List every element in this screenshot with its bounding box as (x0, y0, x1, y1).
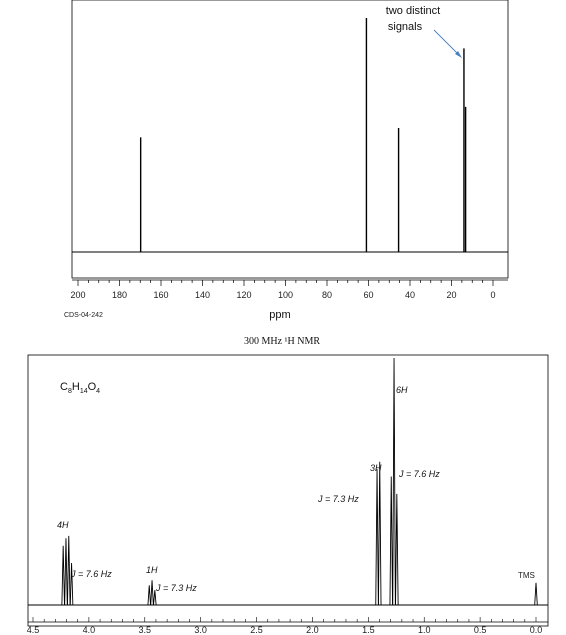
proton-plot-frame (27, 354, 549, 627)
proton-peak (534, 582, 538, 606)
proton-tick-label: 0.0 (530, 625, 543, 635)
label-tms: TMS (518, 571, 535, 580)
proton-peaks-group (28, 357, 548, 606)
carbon-tick-label: 140 (195, 290, 210, 300)
proton-x-axis: 4.5 4.0 3.5 3.0 2.5 2.0 1.5 1.0 0.5 0.0 (27, 617, 548, 635)
two-distinct-signals-label-line1: two distinct (386, 5, 440, 17)
molecular-formula: C8H14O4 (60, 381, 100, 395)
carbon-tick-label: 80 (322, 290, 332, 300)
proton-tick-label: 4.0 (83, 625, 96, 635)
carbon-tick-label: 200 (70, 290, 85, 300)
carbon-plot-frame (71, 0, 509, 279)
carbon-peaks-group (139, 18, 467, 252)
proton-peak (69, 562, 74, 606)
carbon-tick-label: 120 (236, 290, 251, 300)
carbon-tick-label: 160 (153, 290, 168, 300)
proton-nmr-title: 300 MHz ¹H NMR (244, 336, 320, 347)
proton-tick-label: 1.0 (418, 625, 431, 635)
proton-peak (147, 585, 151, 606)
carbon-nmr-panel: 200 180 160 140 120 100 80 60 40 20 0 ppm CDS-04-2… (64, 0, 509, 321)
label-3H: 3H (370, 463, 382, 473)
proton-peak (377, 461, 382, 606)
proton-tick-label: 0.5 (474, 625, 487, 635)
carbon-tick-label: 40 (405, 290, 415, 300)
carbon-tick-label: 0 (490, 290, 495, 300)
proton-peak (61, 545, 65, 606)
proton-peak (153, 590, 157, 606)
proton-peak (389, 476, 393, 606)
label-j-7-6-triplet: J = 7.6 Hz (398, 469, 440, 479)
label-j-7-6-quartet: J = 7.6 Hz (70, 569, 112, 579)
proton-nmr-panel: 4.5 4.0 3.5 3.0 2.5 2.0 1.5 1.0 0.5 0.0 C8H14O4 4… (27, 354, 549, 635)
proton-tick-label: 3.0 (194, 625, 207, 635)
carbon-x-axis: 200 180 160 140 120 100 80 60 40 20 0 (70, 279, 508, 300)
annotation-arrow (433, 29, 462, 58)
proton-peak (64, 538, 68, 606)
carbon-tick-label: 100 (278, 290, 293, 300)
label-4H: 4H (57, 520, 69, 530)
proton-peak (150, 580, 154, 606)
carbon-tick-label: 180 (112, 290, 127, 300)
proton-tick-label: 2.0 (306, 625, 319, 635)
proton-peak (392, 357, 396, 606)
label-j-7-3-doublet: J = 7.3 Hz (317, 494, 359, 504)
proton-tick-label: 1.5 (362, 625, 375, 635)
proton-tick-label: 3.5 (139, 625, 152, 635)
label-6H: 6H (396, 385, 408, 395)
label-j-7-3-triplet: J = 7.3 Hz (155, 583, 197, 593)
proton-peak (67, 535, 71, 606)
two-distinct-signals-label-line2: signals (388, 21, 423, 33)
proton-peak (395, 493, 399, 606)
label-1H: 1H (146, 565, 158, 575)
carbon-code-label: CDS-04-242 (64, 312, 103, 319)
carbon-tick-label: 60 (363, 290, 373, 300)
proton-tick-label: 4.5 (27, 625, 40, 635)
carbon-x-unit-label: ppm (269, 309, 290, 321)
proton-tick-label: 2.5 (250, 625, 263, 635)
proton-peak (375, 469, 379, 606)
carbon-tick-label: 20 (446, 290, 456, 300)
